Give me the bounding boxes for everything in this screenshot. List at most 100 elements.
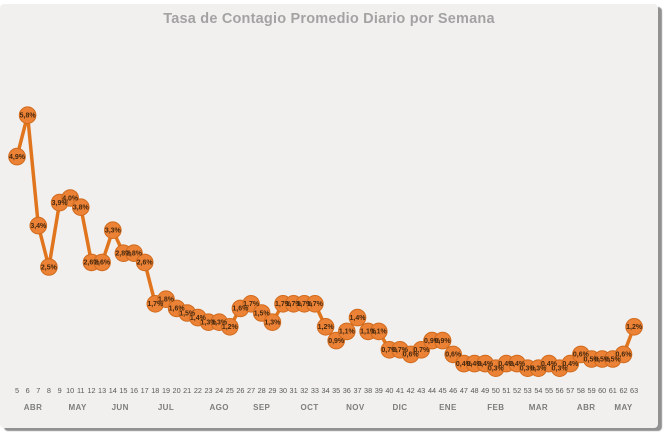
x-axis-week-tick: 43	[417, 386, 425, 395]
data-point-label: 3,3%	[105, 228, 122, 235]
data-point-marker	[316, 318, 335, 336]
x-axis-week-tick: 32	[300, 386, 308, 395]
data-point-label: 2,6%	[84, 260, 101, 267]
x-axis-month-label: ABR	[24, 403, 43, 412]
x-axis-month-label: MAR	[529, 403, 548, 412]
x-axis-week-tick: 23	[204, 386, 212, 395]
x-axis-week-tick: 39	[375, 386, 383, 395]
chart-title: Tasa de Contagio Promedio Diario por Sem…	[163, 11, 495, 27]
x-axis-week-tick: 47	[460, 386, 468, 395]
x-axis-week-tick: 5	[15, 386, 19, 395]
data-point-label: 0,5%	[594, 356, 611, 363]
x-axis-week-tick: 30	[279, 386, 287, 395]
x-axis-week-tick: 15	[119, 386, 127, 395]
x-axis-week-tick: 16	[130, 386, 138, 395]
x-axis-month-label: ABR	[577, 403, 596, 412]
x-axis-week-tick: 50	[492, 386, 500, 395]
x-axis-week-tick: 40	[385, 386, 393, 395]
data-point-label: 1,7%	[286, 301, 303, 308]
data-point-label: 1,2%	[318, 324, 335, 331]
data-point-marker	[338, 322, 356, 341]
data-point-label: 1,2%	[222, 324, 239, 331]
x-axis-week-tick: 14	[109, 386, 117, 395]
x-axis-week-tick: 9	[58, 386, 62, 395]
x-axis-week-tick: 37	[353, 386, 361, 395]
x-axis-month-labels: ABR MAY JUN JUL AGO SEP OCT NOV DIC ENE FEB MAR ABR M…	[24, 403, 633, 412]
x-axis-week-tick: 63	[630, 386, 638, 395]
x-axis-week-tick: 45	[439, 386, 447, 395]
data-point-marker	[263, 313, 282, 332]
x-axis-week-tick: 52	[513, 386, 521, 395]
x-axis-week-tick: 59	[588, 386, 596, 395]
data-point-label: 0,4%	[562, 361, 579, 368]
data-point-label: 4,0%	[62, 195, 79, 202]
data-point-label: 1,4%	[350, 315, 367, 322]
data-point-label: 1,7%	[243, 301, 260, 308]
data-point-label: 0,7%	[392, 347, 409, 354]
x-axis-month-label: SEP	[253, 403, 270, 412]
x-axis-month-label: DIC	[393, 403, 408, 412]
data-points	[8, 106, 643, 378]
x-axis-week-tick: 58	[577, 386, 585, 395]
data-point-marker	[40, 258, 58, 276]
data-point-label: 1,3%	[264, 320, 281, 327]
data-point-marker	[18, 106, 37, 124]
x-axis-week-labels: 5 6 7 8 9 10 11 12 13 14 15 16 17 18 19 20 21 22 23 24 25 26 2…	[15, 386, 638, 395]
data-point-marker	[221, 318, 239, 336]
x-axis-week-tick: 41	[396, 386, 404, 395]
data-point-marker	[72, 198, 90, 216]
data-point-label: 0,6%	[403, 352, 420, 359]
x-axis-week-tick: 48	[470, 386, 478, 395]
x-axis-month-label: NOV	[346, 403, 365, 412]
x-axis-week-tick: 6	[26, 386, 30, 395]
data-point-marker	[104, 221, 122, 239]
data-point-marker	[433, 331, 452, 350]
x-axis-week-tick: 11	[77, 386, 85, 395]
x-axis-week-tick: 28	[258, 386, 266, 395]
data-point-label: 1,6%	[232, 306, 249, 313]
data-point-label: 0,5%	[584, 356, 601, 363]
data-point-label: 1,1%	[360, 329, 377, 336]
data-point-label: 2,8%	[115, 251, 132, 258]
x-axis-month-label: AGO	[209, 403, 228, 412]
data-point-label: 3,8%	[73, 205, 90, 212]
x-axis-month-label: OCT	[301, 403, 319, 412]
data-point-marker	[8, 147, 26, 166]
data-point-label: 2,8%	[126, 251, 143, 258]
data-point-label: 0,9%	[424, 338, 441, 345]
data-point-label: 0,3%	[552, 366, 569, 373]
data-point-label: 0,9%	[435, 338, 452, 345]
data-point-label: 1,7%	[147, 301, 164, 308]
x-axis-month-label: ENE	[439, 403, 457, 412]
data-point-marker	[93, 253, 111, 272]
data-point-label: 0,4%	[498, 361, 515, 368]
data-point-label: 2,5%	[41, 264, 58, 271]
data-point-marker	[29, 216, 48, 235]
data-point-label: 1,4%	[190, 315, 207, 322]
data-point-label: 1,2%	[626, 324, 643, 331]
data-point-label: 0,7%	[381, 347, 398, 354]
data-point-label: 1,7%	[307, 301, 324, 308]
data-point-label: 0,3%	[488, 366, 505, 373]
data-point-label: 0,4%	[541, 361, 558, 368]
contagion-rate-line-chart: 4,9%5,8%3,4%2,5%3,9%4,0%3,8%2,6%2,6%3,3%…	[8, 106, 643, 412]
x-axis-week-tick: 22	[194, 386, 202, 395]
data-point-label: 1,8%	[158, 297, 175, 304]
x-axis-week-tick: 34	[322, 386, 330, 395]
x-axis-week-tick: 33	[311, 386, 319, 395]
x-axis-week-tick: 31	[290, 386, 298, 395]
data-point-label: 1,6%	[169, 306, 186, 313]
data-point-label: 0,3%	[530, 366, 547, 373]
x-axis-month-label: MAY	[614, 403, 633, 412]
data-point-label: 1,1%	[371, 329, 388, 336]
x-axis-week-tick: 51	[502, 386, 510, 395]
x-axis-week-tick: 12	[87, 386, 95, 395]
x-axis-week-tick: 13	[98, 386, 106, 395]
x-axis-week-tick: 56	[556, 386, 564, 395]
x-axis-week-tick: 17	[141, 386, 149, 395]
data-point-marker	[370, 322, 388, 341]
x-axis-week-tick: 53	[524, 386, 532, 395]
data-point-label: 0,4%	[477, 361, 494, 368]
x-axis-week-tick: 20	[173, 386, 181, 395]
data-point-marker	[625, 318, 643, 336]
